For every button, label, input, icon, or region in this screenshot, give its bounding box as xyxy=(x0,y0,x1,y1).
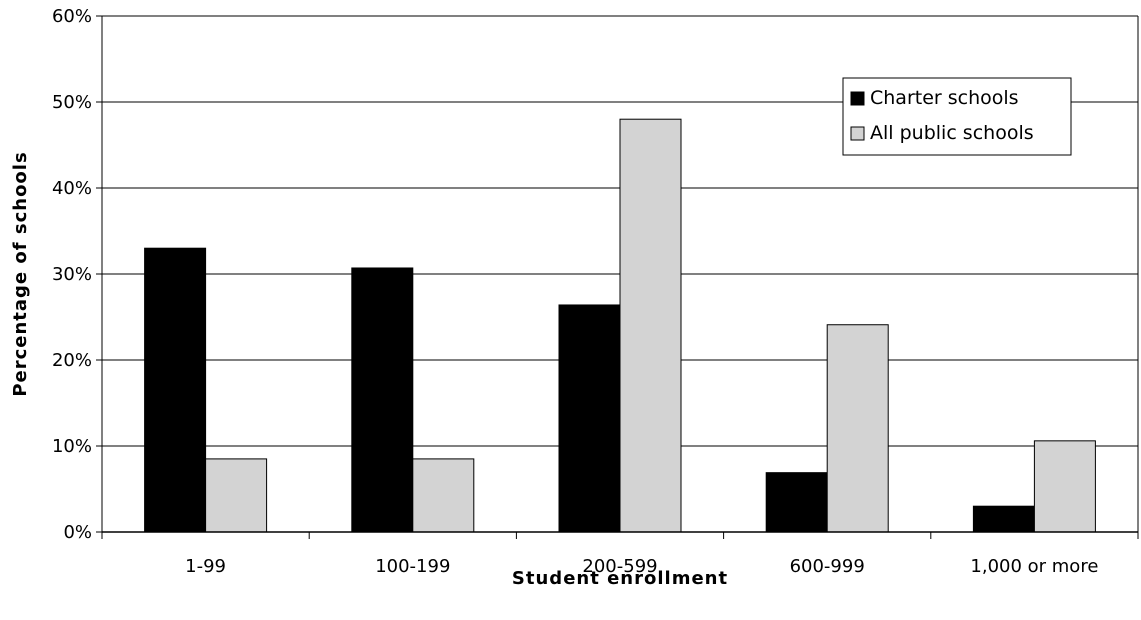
y-tick-label: 40% xyxy=(52,178,92,199)
y-tick-label: 50% xyxy=(52,92,92,113)
bar-charter-0 xyxy=(144,247,207,533)
bar-all-public-2 xyxy=(619,118,682,533)
y-tick-label: 20% xyxy=(52,350,92,371)
bar-charter-3 xyxy=(765,472,828,533)
legend-label: Charter schools xyxy=(870,87,1019,109)
x-axis-title: Student enrollment xyxy=(512,568,728,589)
bar-all-public-4 xyxy=(1033,440,1096,533)
legend: Charter schools All public schools xyxy=(842,77,1072,156)
legend-swatch xyxy=(850,126,865,141)
bars xyxy=(144,118,1096,533)
legend-swatch xyxy=(850,91,865,106)
x-tick-label: 1-99 xyxy=(185,556,226,577)
bar-charter-2 xyxy=(558,304,621,533)
bar-all-public-1 xyxy=(412,458,475,533)
y-tick-label: 10% xyxy=(52,436,92,457)
x-tick-label: 1,000 or more xyxy=(970,556,1098,577)
x-tick-label: 100-199 xyxy=(375,556,450,577)
bar-charter-1 xyxy=(351,267,414,533)
bar-all-public-3 xyxy=(826,324,889,533)
bar-all-public-0 xyxy=(205,458,268,533)
legend-label: All public schools xyxy=(870,122,1034,144)
bar-charter-4 xyxy=(972,505,1035,533)
x-axis-ticks: 1-99 100-199 200-599 600-999 1,000 or more xyxy=(101,531,1139,577)
y-axis-ticks: 0% 10% 20% 30% 40% 50% 60% xyxy=(52,6,102,543)
y-tick-label: 30% xyxy=(52,264,92,285)
y-tick-label: 0% xyxy=(63,522,92,543)
y-axis-title: Percentage of schools xyxy=(10,151,31,396)
legend-box xyxy=(842,77,1072,156)
x-tick-label: 200-599 xyxy=(582,556,657,577)
y-tick-label: 60% xyxy=(52,6,92,27)
x-tick-label: 600-999 xyxy=(790,556,865,577)
